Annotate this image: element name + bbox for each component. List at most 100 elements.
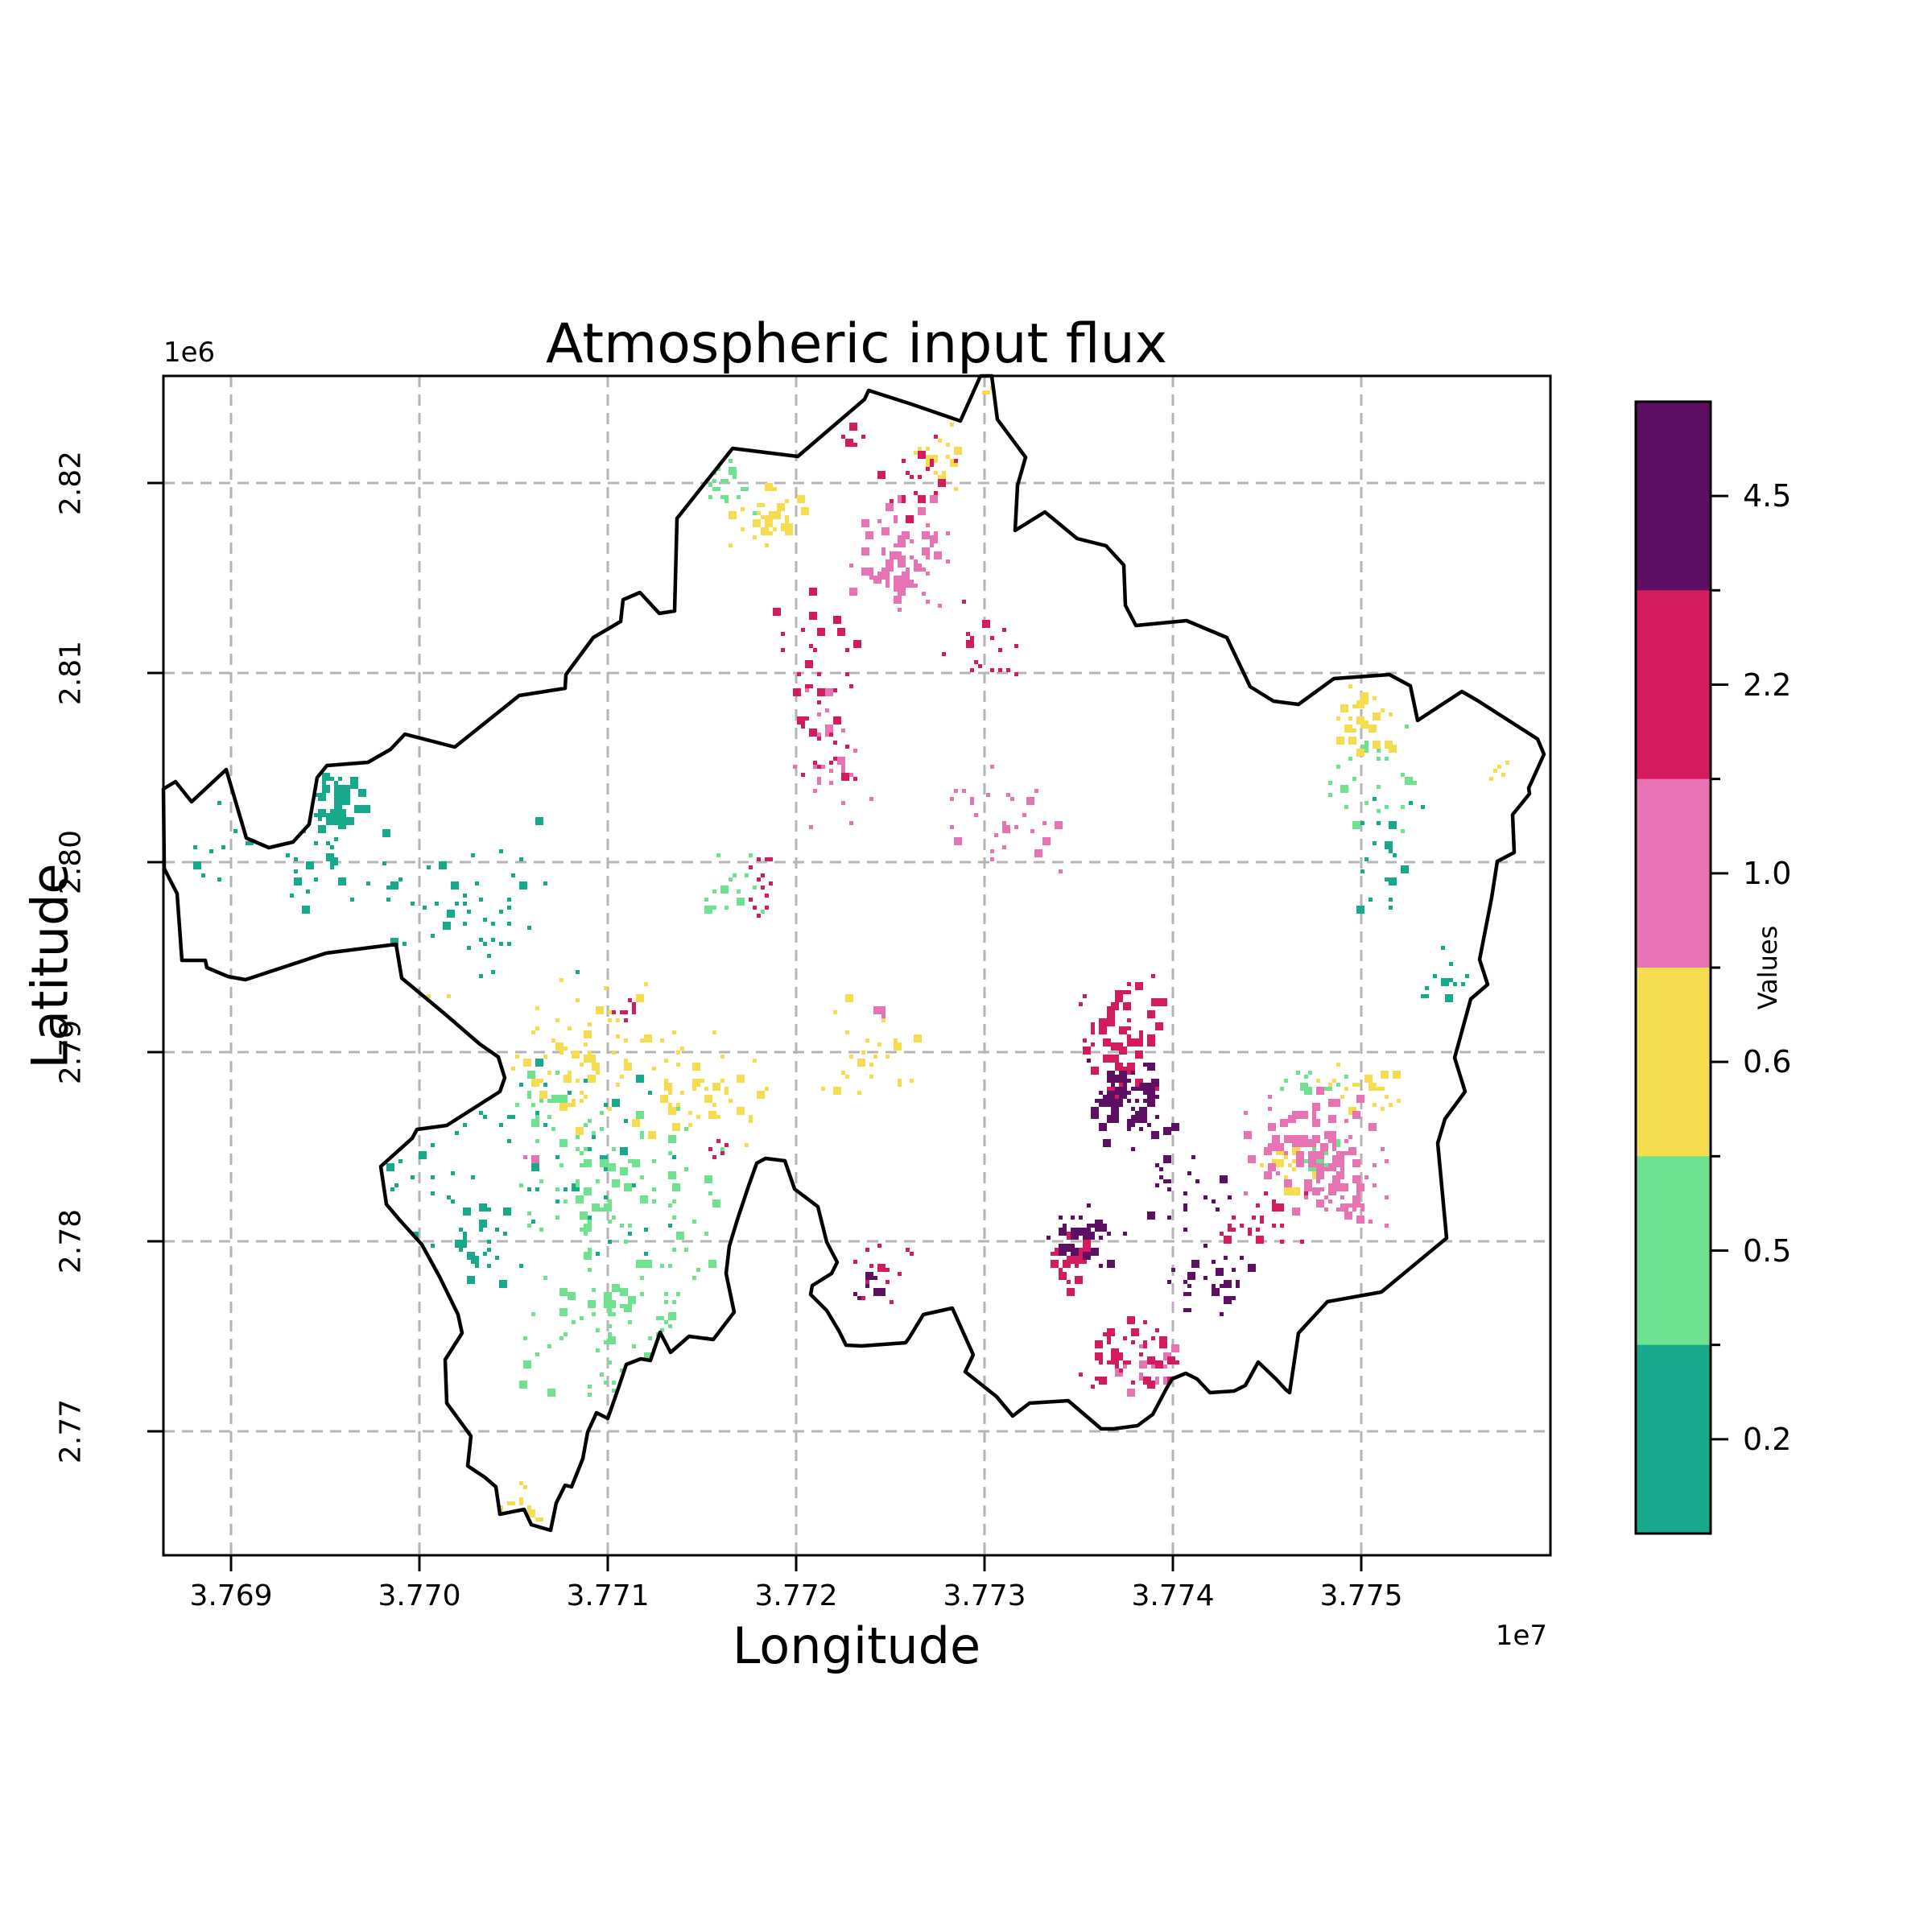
raster-cell — [861, 1296, 865, 1300]
raster-cell — [632, 1010, 636, 1014]
raster-cell — [451, 1171, 455, 1175]
raster-cell — [918, 495, 926, 503]
raster-cell — [1288, 1163, 1292, 1167]
raster-cell — [1183, 1308, 1187, 1312]
raster-cell — [821, 1087, 825, 1091]
raster-cell — [1320, 1187, 1324, 1191]
raster-cell — [588, 1022, 592, 1026]
raster-cell — [519, 1501, 523, 1505]
raster-cell — [1139, 1127, 1143, 1131]
raster-cell — [797, 495, 801, 499]
raster-cell — [865, 531, 873, 539]
raster-cell — [576, 1127, 584, 1135]
raster-cell — [877, 519, 881, 523]
raster-cell — [624, 1240, 628, 1244]
raster-cell — [720, 886, 724, 890]
raster-cell — [439, 1022, 447, 1030]
raster-cell — [1441, 978, 1445, 982]
raster-cell — [274, 994, 278, 998]
raster-cell — [881, 551, 886, 555]
raster-cell — [527, 1071, 535, 1079]
raster-cell — [886, 584, 890, 588]
raster-cell — [580, 1091, 584, 1095]
raster-cell — [898, 1079, 902, 1083]
raster-cell — [1155, 1026, 1159, 1030]
raster-cell — [793, 688, 801, 696]
raster-cell — [608, 1163, 616, 1171]
raster-cell — [1083, 1046, 1091, 1055]
raster-cell — [1014, 644, 1018, 648]
raster-cell — [1107, 1014, 1111, 1018]
raster-cell — [700, 1401, 704, 1405]
raster-cell — [580, 1316, 584, 1320]
raster-cell — [761, 515, 765, 519]
raster-cell — [1208, 559, 1216, 568]
raster-cell — [753, 906, 757, 910]
raster-cell — [894, 596, 902, 604]
raster-cell — [580, 1151, 584, 1155]
raster-cell — [193, 861, 201, 869]
raster-cell — [1284, 1135, 1292, 1143]
raster-cell — [576, 998, 580, 1002]
raster-cell — [668, 1135, 676, 1143]
raster-cell — [378, 1139, 386, 1147]
raster-cell — [894, 519, 898, 523]
raster-cell — [1405, 777, 1413, 785]
raster-cell — [338, 813, 342, 817]
raster-cell — [1304, 1087, 1312, 1095]
raster-cell — [1059, 1272, 1067, 1280]
raster-cell — [1212, 1284, 1216, 1288]
raster-cell — [1095, 1352, 1103, 1360]
raster-cell — [765, 515, 769, 519]
raster-cell — [588, 1119, 592, 1123]
raster-cell — [608, 1199, 612, 1203]
raster-cell — [950, 825, 954, 829]
raster-cell — [1147, 1010, 1155, 1018]
raster-cell — [1042, 837, 1051, 845]
raster-cell — [616, 1018, 620, 1022]
raster-cell — [1232, 1228, 1236, 1232]
raster-cell — [612, 1312, 616, 1316]
raster-cell — [1308, 1071, 1312, 1075]
raster-cell — [890, 1300, 894, 1304]
raster-cell — [676, 1292, 680, 1296]
raster-cell — [676, 1051, 680, 1055]
raster-cell — [1171, 1123, 1179, 1131]
raster-cell — [366, 1123, 374, 1131]
raster-cell — [660, 1264, 664, 1268]
raster-cell — [708, 1393, 712, 1397]
raster-cell — [1340, 1095, 1344, 1099]
raster-cell — [1063, 1244, 1067, 1248]
raster-cell — [447, 1087, 451, 1091]
raster-cell — [1224, 1280, 1232, 1288]
raster-cell — [366, 1381, 370, 1385]
raster-cell — [620, 1167, 628, 1175]
raster-cell — [1046, 1236, 1051, 1240]
raster-cell — [467, 604, 471, 608]
raster-cell — [1312, 1119, 1320, 1127]
raster-cell — [1381, 1071, 1389, 1079]
raster-cell — [1143, 1099, 1147, 1103]
raster-cell — [318, 1441, 322, 1445]
raster-cell — [1332, 1147, 1336, 1151]
raster-cell — [584, 1055, 592, 1063]
raster-cell — [640, 1135, 644, 1139]
raster-cell — [813, 648, 817, 652]
raster-cell — [886, 576, 890, 580]
raster-cell — [1316, 1171, 1324, 1179]
raster-cell — [1123, 1364, 1127, 1368]
raster-cell — [805, 684, 809, 688]
raster-cell — [1304, 1159, 1308, 1163]
raster-cell — [712, 1199, 720, 1208]
raster-cell — [596, 1348, 600, 1352]
raster-cell — [845, 994, 853, 1002]
raster-cell — [1123, 1083, 1127, 1087]
raster-cell — [1091, 1067, 1099, 1075]
raster-cell — [600, 1111, 604, 1115]
raster-cell — [511, 873, 515, 877]
raster-cell — [1127, 1389, 1135, 1397]
raster-cell — [829, 733, 833, 737]
raster-cell — [845, 745, 849, 749]
raster-cell — [398, 1115, 402, 1119]
raster-cell — [716, 1115, 720, 1119]
